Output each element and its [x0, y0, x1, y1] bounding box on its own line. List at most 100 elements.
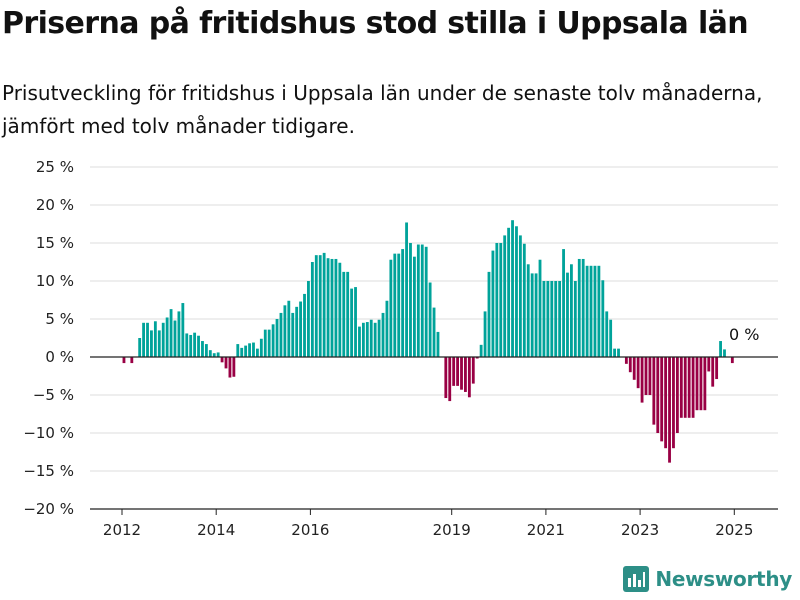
- bar: [405, 222, 408, 357]
- bar: [173, 320, 177, 357]
- y-tick-label: 15 %: [36, 234, 74, 252]
- bar: [322, 252, 326, 357]
- bar: [201, 341, 204, 357]
- y-tick-label: −10 %: [23, 424, 74, 442]
- bar: [161, 322, 165, 357]
- bar: [389, 259, 393, 357]
- bar: [295, 306, 299, 357]
- bar: [475, 357, 479, 359]
- x-tick-label: 2012: [103, 521, 141, 539]
- bar: [526, 264, 530, 357]
- bar: [385, 300, 389, 357]
- y-tick-label: 0 %: [45, 348, 74, 366]
- bar: [644, 357, 648, 395]
- bar: [448, 357, 452, 402]
- bar: [212, 353, 216, 357]
- bar: [522, 243, 526, 357]
- bar: [652, 357, 656, 425]
- bar: [189, 334, 193, 357]
- bar: [279, 312, 283, 357]
- bar: [573, 281, 577, 357]
- bar: [244, 345, 248, 357]
- bar: [636, 357, 640, 389]
- bar: [240, 347, 244, 357]
- bar: [518, 235, 522, 357]
- bar: [318, 255, 322, 357]
- y-tick-label: −15 %: [23, 462, 74, 480]
- bar: [208, 350, 212, 357]
- bar: [204, 344, 208, 357]
- bar: [283, 305, 287, 357]
- bar: [538, 259, 542, 357]
- bar: [420, 244, 424, 357]
- x-tick-label: 2021: [527, 521, 565, 539]
- bar: [550, 281, 554, 357]
- bar: [310, 262, 314, 357]
- bar: [381, 312, 385, 357]
- bar: [530, 273, 534, 357]
- bar: [157, 330, 161, 357]
- bar: [452, 357, 456, 386]
- bar: [444, 357, 448, 399]
- bar: [216, 352, 220, 357]
- bar: [683, 357, 687, 418]
- bars: [122, 220, 734, 463]
- brand-name: Newsworthy: [655, 567, 792, 591]
- bar: [711, 357, 715, 387]
- bar: [460, 357, 463, 390]
- bar: [503, 235, 507, 357]
- bar: [656, 357, 660, 433]
- bar: [236, 344, 240, 357]
- bar: [428, 282, 432, 357]
- y-tick-label: 5 %: [45, 310, 74, 328]
- bar: [640, 357, 644, 403]
- bar: [605, 311, 609, 357]
- bar: [699, 357, 703, 411]
- bar: [672, 357, 675, 449]
- bar: [495, 243, 499, 357]
- bar: [511, 220, 514, 357]
- bar: [142, 322, 145, 357]
- bar: [479, 344, 483, 357]
- y-tick-label: 25 %: [36, 158, 74, 176]
- bar: [730, 357, 734, 364]
- newsworthy-logo-icon: [623, 566, 650, 592]
- bar: [330, 258, 334, 357]
- y-tick-label: −5 %: [33, 386, 74, 404]
- bar: [467, 357, 471, 398]
- bar: [397, 253, 401, 357]
- bar: [326, 258, 330, 357]
- bar: [424, 246, 428, 357]
- bar: [585, 265, 589, 357]
- bar: [228, 357, 232, 378]
- bar: [695, 357, 699, 411]
- bar: [456, 357, 459, 386]
- bar: [632, 357, 636, 380]
- bar: [432, 307, 436, 357]
- bar: [275, 319, 279, 357]
- bar: [193, 332, 197, 357]
- bar: [589, 265, 593, 357]
- bar: [369, 319, 373, 357]
- bar: [648, 357, 652, 395]
- bar: [409, 243, 412, 357]
- bar: [570, 264, 573, 357]
- bar: [153, 321, 157, 357]
- bar: [491, 250, 495, 357]
- bar: [487, 271, 491, 357]
- x-tick-label: 2014: [197, 521, 235, 539]
- bar: [542, 281, 546, 357]
- bar: [691, 357, 695, 418]
- bar: [342, 271, 346, 357]
- bar: [675, 357, 679, 433]
- bar: [232, 357, 236, 377]
- bar: [334, 258, 338, 357]
- bar: [122, 357, 126, 364]
- bar: [628, 357, 632, 373]
- y-tick-label: 10 %: [36, 272, 74, 290]
- bar: [562, 249, 565, 357]
- bar: [177, 311, 181, 357]
- bar: [558, 281, 562, 357]
- bar: [471, 357, 475, 384]
- bar: [566, 272, 569, 357]
